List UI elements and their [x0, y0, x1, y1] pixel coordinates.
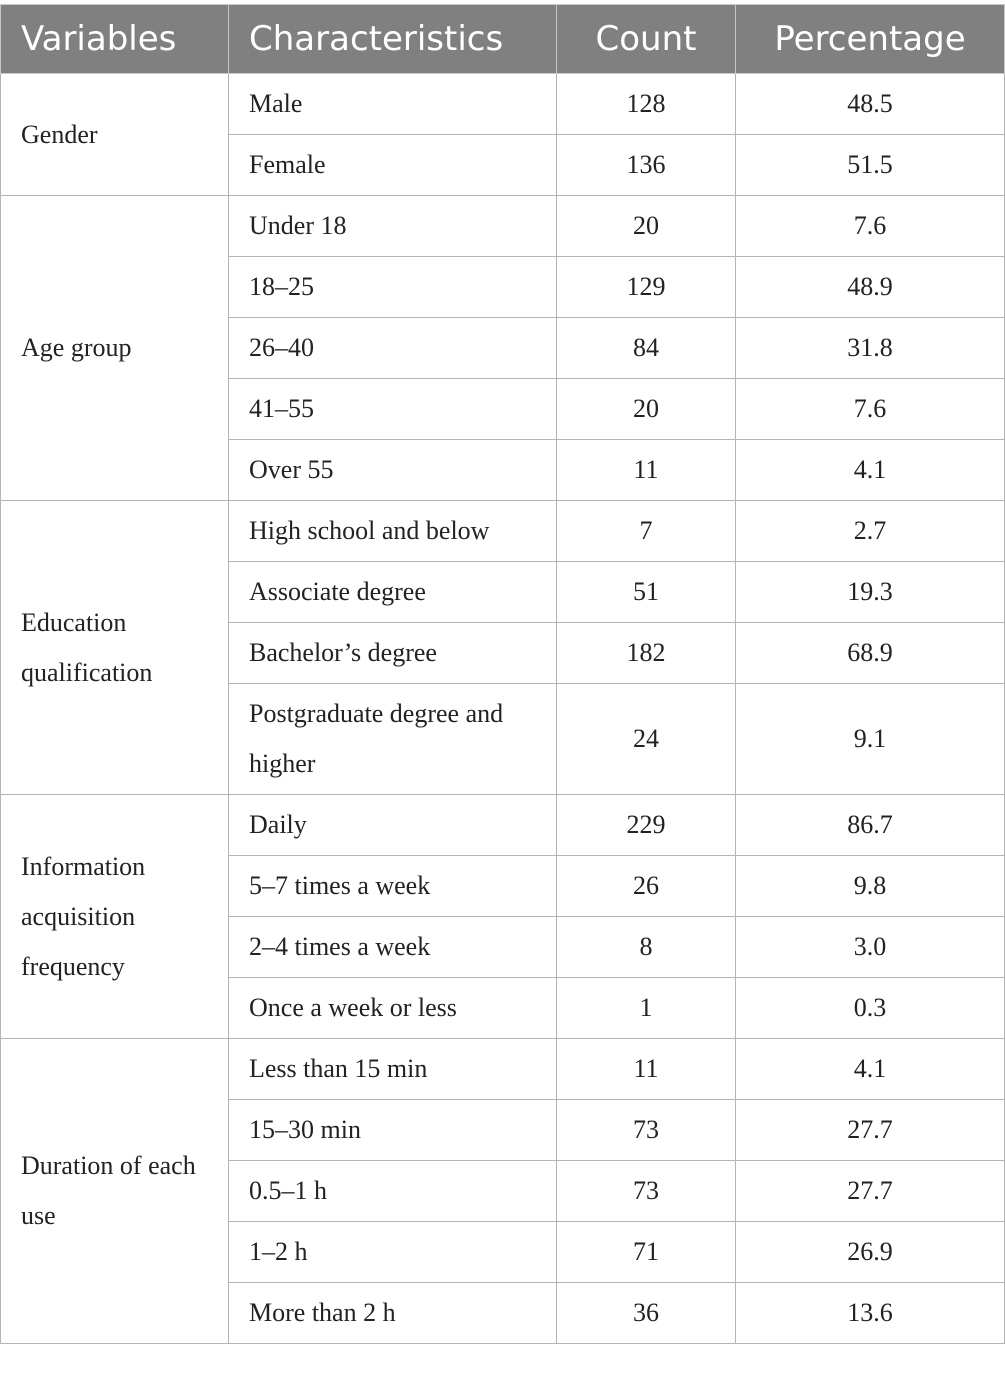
header-cell: Variables	[0, 4, 229, 74]
characteristic-cell: 15–30 min	[228, 1099, 557, 1161]
table-row: Once a week or less 1 0.3	[1, 977, 1005, 1039]
count-cell: 73	[556, 1160, 736, 1222]
percentage-cell: 0.3	[735, 977, 1005, 1039]
count-cell: 11	[556, 439, 736, 501]
count-cell: 24	[556, 683, 736, 795]
table-row: Postgraduate degree and higher 24 9.1	[1, 683, 1005, 795]
header-row: Variables Characteristics Count Percentage	[0, 4, 1005, 74]
characteristic-cell: 2–4 times a week	[228, 916, 557, 978]
percentage-cell: 27.7	[735, 1160, 1005, 1222]
table-row: Bachelor’s degree 182 68.9	[1, 622, 1005, 684]
table-row: 2–4 times a week 8 3.0	[1, 916, 1005, 978]
characteristic-cell: More than 2 h	[228, 1282, 557, 1344]
header-cell: Count	[556, 4, 736, 74]
characteristic-cell: Bachelor’s degree	[228, 622, 557, 684]
characteristic-cell: Associate degree	[228, 561, 557, 623]
count-cell: 51	[556, 561, 736, 623]
characteristic-cell: 18–25	[228, 256, 557, 318]
variable-cell: Gender	[0, 73, 229, 196]
page: {"table": { "header": ["Variables", "Cha…	[0, 4, 1005, 1373]
variable-cell: Information acquisition frequency	[0, 794, 229, 1039]
table-row: Education qualification High school and b…	[0, 500, 1005, 795]
count-cell: 36	[556, 1282, 736, 1344]
count-cell: 7	[556, 500, 736, 562]
count-cell: 71	[556, 1221, 736, 1283]
table-row: 5–7 times a week 26 9.8	[1, 855, 1005, 917]
characteristic-cell: 1–2 h	[228, 1221, 557, 1283]
percentage-cell: 7.6	[735, 195, 1005, 257]
table-row: 1–2 h 71 26.9	[1, 1221, 1005, 1283]
count-cell: 182	[556, 622, 736, 684]
characteristic-cell: High school and below	[228, 500, 557, 562]
characteristic-cell: 0.5–1 h	[228, 1160, 557, 1222]
percentage-cell: 26.9	[735, 1221, 1005, 1283]
table-row: Gender Male 128 48.5	[0, 73, 1005, 196]
characteristic-cell: Female	[228, 134, 557, 196]
table-row: Associate degree 51 19.3	[1, 561, 1005, 623]
count-cell: 84	[556, 317, 736, 379]
count-cell: 136	[556, 134, 736, 196]
percentage-cell: 4.1	[735, 1038, 1005, 1100]
percentage-cell: 48.9	[735, 256, 1005, 318]
data-table: Variables Characteristics Count Percentage …	[0, 4, 1005, 1344]
count-cell: 11	[556, 1038, 736, 1100]
count-cell: 73	[556, 1099, 736, 1161]
percentage-cell: 27.7	[735, 1099, 1005, 1161]
characteristic-cell: 5–7 times a week	[228, 855, 557, 917]
table-row: Over 55 11 4.1	[1, 439, 1005, 501]
table-row: 41–55 20 7.6	[1, 378, 1005, 440]
percentage-cell: 9.8	[735, 855, 1005, 917]
percentage-cell: 13.6	[735, 1282, 1005, 1344]
characteristic-cell: 41–55	[228, 378, 557, 440]
characteristic-cell: Less than 15 min	[228, 1038, 557, 1100]
count-cell: 8	[556, 916, 736, 978]
percentage-cell: 68.9	[735, 622, 1005, 684]
characteristic-cell: Postgraduate degree and higher	[228, 683, 557, 795]
percentage-cell: 19.3	[735, 561, 1005, 623]
count-cell: 20	[556, 195, 736, 257]
table-row: More than 2 h 36 13.6	[1, 1282, 1005, 1344]
percentage-cell: 31.8	[735, 317, 1005, 379]
characteristic-cell: Male	[228, 73, 557, 135]
percentage-cell: 51.5	[735, 134, 1005, 196]
characteristic-cell: Once a week or less	[228, 977, 557, 1039]
percentage-cell: 2.7	[735, 500, 1005, 562]
count-cell: 20	[556, 378, 736, 440]
percentage-cell: 3.0	[735, 916, 1005, 978]
variable-cell: Age group	[0, 195, 229, 501]
header-cell: Characteristics	[228, 4, 557, 74]
count-cell: 26	[556, 855, 736, 917]
count-cell: 129	[556, 256, 736, 318]
percentage-cell: 48.5	[735, 73, 1005, 135]
count-cell: 1	[556, 977, 736, 1039]
percentage-cell: 4.1	[735, 439, 1005, 501]
characteristic-cell: Daily	[228, 794, 557, 856]
variable-cell: Education qualification	[0, 500, 229, 795]
header-cell: Percentage	[735, 4, 1005, 74]
characteristic-cell: 26–40	[228, 317, 557, 379]
table-row: Information acquisition frequency Daily 22…	[0, 794, 1005, 1039]
count-cell: 229	[556, 794, 736, 856]
table-row: Duration of each use Less than 15 min 11 4.…	[0, 1038, 1005, 1344]
characteristic-cell: Over 55	[228, 439, 557, 501]
percentage-cell: 86.7	[735, 794, 1005, 856]
percentage-cell: 9.1	[735, 683, 1005, 795]
count-cell: 128	[556, 73, 736, 135]
table-row: Female 136 51.5	[1, 134, 1005, 196]
characteristic-cell: Under 18	[228, 195, 557, 257]
table-row: 15–30 min 73 27.7	[1, 1099, 1005, 1161]
variable-cell: Duration of each use	[0, 1038, 229, 1344]
percentage-cell: 7.6	[735, 378, 1005, 440]
table-row: Age group Under 18 20 7.6	[0, 195, 1005, 501]
table-body: Gender Male 128 48.5 Female 136 51.5 Age group U…	[0, 73, 1005, 1344]
